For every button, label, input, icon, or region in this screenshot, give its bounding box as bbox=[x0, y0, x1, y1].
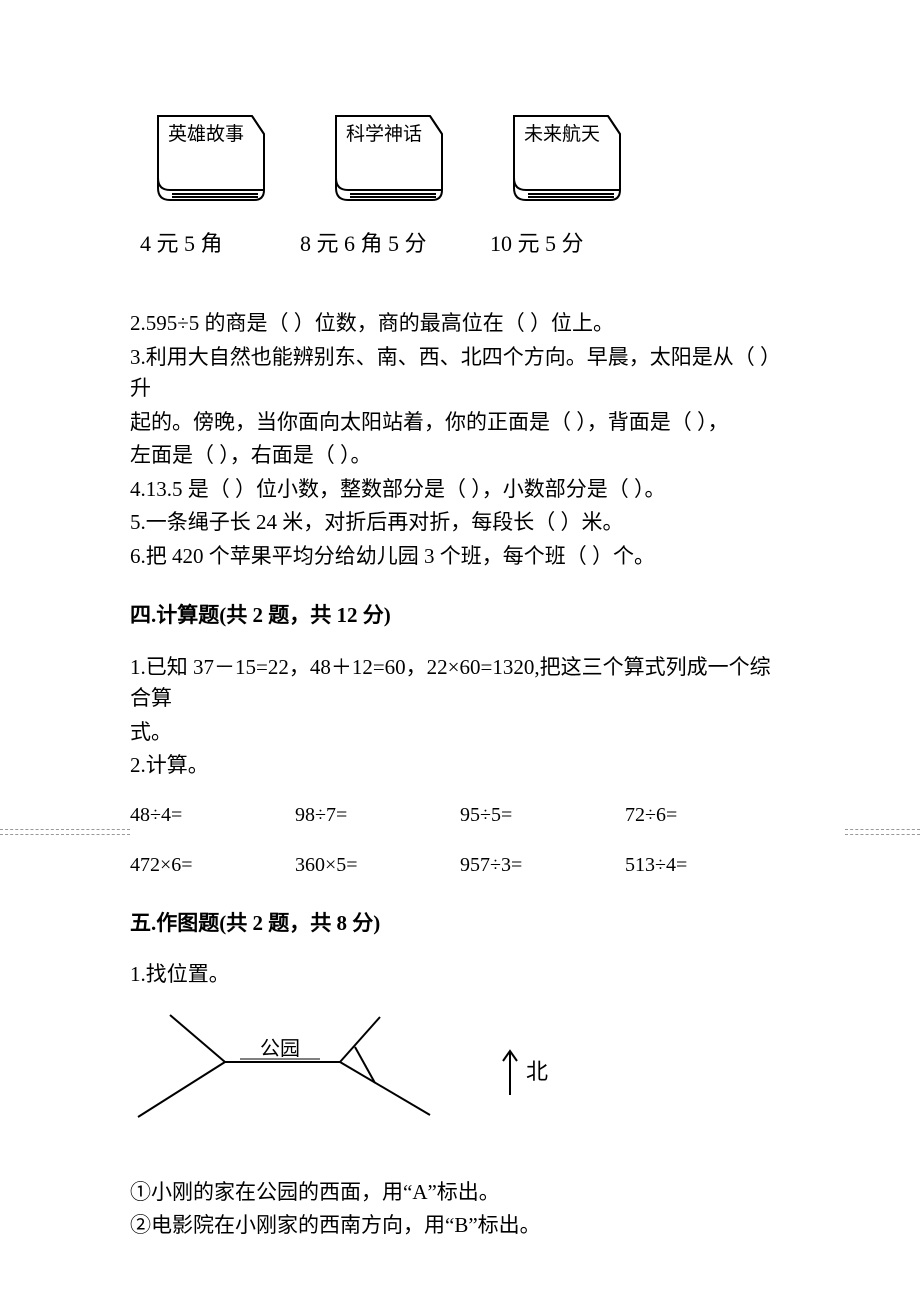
calc-row: 472×6= 360×5= 957÷3= 513÷4= bbox=[130, 850, 790, 880]
calc-cell: 957÷3= bbox=[460, 850, 625, 880]
section-title: 五.作图题(共 2 题，共 8 分) bbox=[130, 908, 790, 940]
book-price: 4 元 5 角 bbox=[140, 227, 280, 260]
book-icon: 科学神话 bbox=[318, 100, 448, 215]
question-line: 左面是（ ），右面是（ ）。 bbox=[130, 440, 790, 472]
book-title: 未来航天 bbox=[524, 123, 600, 145]
calc-cell: 72÷6= bbox=[625, 800, 790, 830]
question-line: 2.595÷5 的商是（ ）位数，商的最高位在（ ）位上。 bbox=[130, 308, 790, 340]
map-diagram: 公园 北 bbox=[130, 1007, 790, 1137]
park-map-icon: 公园 bbox=[130, 1007, 440, 1137]
book-price: 8 元 6 角 5 分 bbox=[300, 227, 470, 260]
book-title: 英雄故事 bbox=[168, 123, 244, 145]
question-line: 2.计算。 bbox=[130, 750, 790, 782]
calc-row: 48÷4= 98÷7= 95÷5= 72÷6= bbox=[130, 800, 790, 830]
book-icon: 未来航天 bbox=[496, 100, 626, 215]
north-indicator: 北 bbox=[500, 1047, 548, 1097]
question-line: 5.一条绳子长 24 米，对折后再对折，每段长（ ）米。 bbox=[130, 507, 790, 539]
fill-questions: 2.595÷5 的商是（ ）位数，商的最高位在（ ）位上。 3.利用大自然也能辨… bbox=[130, 308, 790, 572]
section-title: 四.计算题(共 2 题，共 12 分) bbox=[130, 600, 790, 632]
page: 英雄故事 科学神话 bbox=[0, 0, 920, 1304]
question-line: 起的。傍晚，当你面向太阳站着，你的正面是（ ），背面是（ ）， bbox=[130, 407, 790, 439]
north-label: 北 bbox=[526, 1055, 548, 1088]
question-line: ②电影院在小刚家的西南方向，用“B”标出。 bbox=[130, 1210, 790, 1242]
section4-body: 1.已知 37－15=22，48＋12=60，22×60=1320,把这三个算式… bbox=[130, 652, 790, 782]
section5-subs: ①小刚的家在公园的西面，用“A”标出。 ②电影院在小刚家的西南方向，用“B”标出… bbox=[130, 1177, 790, 1242]
calc-cell: 48÷4= bbox=[130, 800, 295, 830]
calc-cell: 513÷4= bbox=[625, 850, 790, 880]
park-label: 公园 bbox=[260, 1038, 300, 1060]
book-item: 英雄故事 bbox=[140, 100, 270, 215]
book-price: 10 元 5 分 bbox=[490, 227, 630, 260]
book-icon: 英雄故事 bbox=[140, 100, 270, 215]
question-line: 1.找位置。 bbox=[130, 959, 790, 991]
book-item: 未来航天 bbox=[496, 100, 626, 215]
question-line: ①小刚的家在公园的西面，用“A”标出。 bbox=[130, 1177, 790, 1209]
question-line: 1.已知 37－15=22，48＋12=60，22×60=1320,把这三个算式… bbox=[130, 652, 790, 715]
question-line: 3.利用大自然也能辨别东、南、西、北四个方向。早晨，太阳是从（ ）升 bbox=[130, 342, 790, 405]
question-line: 式。 bbox=[130, 717, 790, 749]
calc-cell: 95÷5= bbox=[460, 800, 625, 830]
north-arrow-icon bbox=[500, 1047, 520, 1097]
prices-row: 4 元 5 角 8 元 6 角 5 分 10 元 5 分 bbox=[140, 227, 790, 260]
books-row: 英雄故事 科学神话 bbox=[140, 100, 790, 215]
question-line: 6.把 420 个苹果平均分给幼儿园 3 个班，每个班（ ）个。 bbox=[130, 541, 790, 573]
book-title: 科学神话 bbox=[346, 123, 422, 145]
calc-cell: 472×6= bbox=[130, 850, 295, 880]
section5-body: 1.找位置。 bbox=[130, 959, 790, 991]
calc-cell: 98÷7= bbox=[295, 800, 460, 830]
question-line: 4.13.5 是（ ）位小数，整数部分是（ ），小数部分是（ ）。 bbox=[130, 474, 790, 506]
book-item: 科学神话 bbox=[318, 100, 448, 215]
calc-cell: 360×5= bbox=[295, 850, 460, 880]
